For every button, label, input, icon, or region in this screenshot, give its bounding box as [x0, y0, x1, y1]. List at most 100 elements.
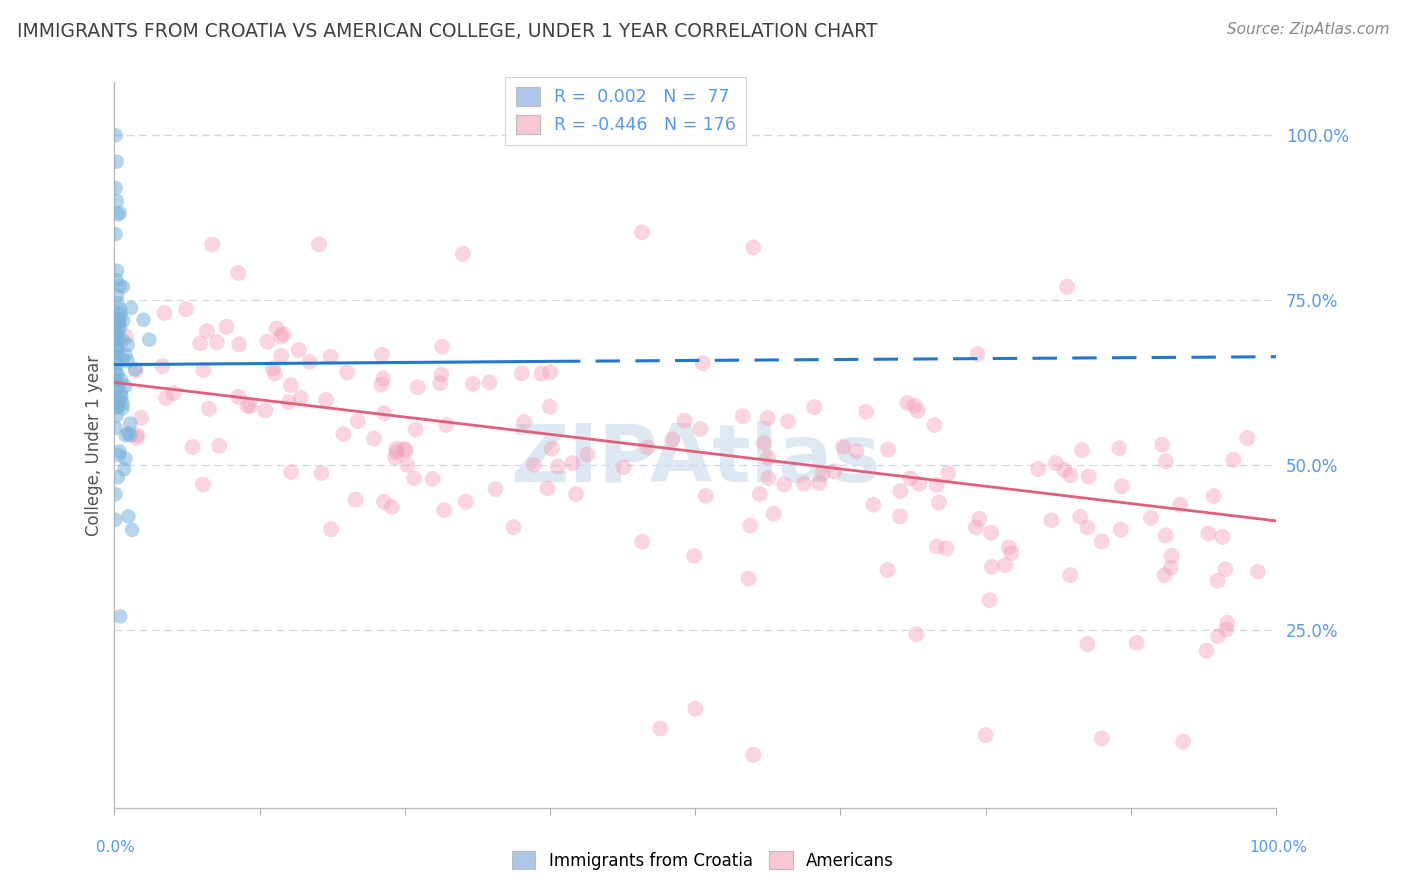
- Legend: Immigrants from Croatia, Americans: Immigrants from Croatia, Americans: [505, 845, 901, 877]
- Point: [1160, 549, 1182, 563]
- Point: [740, 518, 762, 533]
- Point: [1160, 560, 1182, 574]
- Point: [153, 306, 176, 320]
- Point: [406, 380, 429, 394]
- Point: [1202, 489, 1225, 503]
- Point: [114, 451, 136, 466]
- Point: [683, 702, 706, 716]
- Point: [429, 376, 451, 391]
- Point: [845, 444, 868, 458]
- Point: [105, 154, 128, 169]
- Point: [104, 365, 127, 379]
- Point: [692, 356, 714, 370]
- Point: [120, 428, 142, 442]
- Point: [430, 368, 453, 382]
- Point: [855, 405, 877, 419]
- Point: [650, 722, 672, 736]
- Point: [254, 403, 277, 417]
- Point: [117, 354, 139, 368]
- Point: [346, 414, 368, 428]
- Point: [181, 440, 204, 454]
- Point: [107, 322, 129, 336]
- Legend: R =  0.002   N =  77, R = -0.446   N = 176: R = 0.002 N = 77, R = -0.446 N = 176: [505, 77, 747, 145]
- Point: [105, 372, 128, 386]
- Point: [742, 747, 765, 762]
- Point: [193, 363, 215, 377]
- Point: [105, 409, 128, 423]
- Point: [107, 470, 129, 484]
- Point: [110, 373, 132, 387]
- Point: [336, 366, 359, 380]
- Point: [1091, 534, 1114, 549]
- Point: [695, 489, 717, 503]
- Point: [402, 471, 425, 485]
- Point: [793, 476, 815, 491]
- Point: [104, 324, 127, 338]
- Point: [889, 484, 911, 499]
- Point: [1000, 546, 1022, 560]
- Point: [394, 443, 416, 458]
- Point: [661, 432, 683, 446]
- Point: [228, 390, 250, 404]
- Point: [974, 728, 997, 742]
- Point: [104, 513, 127, 527]
- Point: [1026, 462, 1049, 476]
- Point: [966, 347, 988, 361]
- Point: [1154, 528, 1177, 542]
- Point: [811, 467, 834, 481]
- Point: [1125, 636, 1147, 650]
- Point: [108, 444, 131, 458]
- Point: [105, 357, 128, 371]
- Point: [928, 495, 950, 509]
- Point: [162, 386, 184, 401]
- Point: [1222, 453, 1244, 467]
- Point: [373, 371, 395, 385]
- Point: [105, 401, 128, 415]
- Point: [803, 400, 825, 414]
- Point: [226, 266, 249, 280]
- Point: [373, 406, 395, 420]
- Point: [1173, 734, 1195, 748]
- Point: [1211, 530, 1233, 544]
- Point: [117, 337, 139, 351]
- Point: [762, 507, 785, 521]
- Point: [478, 376, 501, 390]
- Point: [451, 247, 474, 261]
- Point: [280, 378, 302, 392]
- Point: [107, 306, 129, 320]
- Point: [1108, 441, 1130, 455]
- Point: [108, 302, 131, 317]
- Point: [104, 128, 127, 143]
- Point: [288, 343, 311, 357]
- Point: [756, 450, 779, 465]
- Point: [576, 448, 599, 462]
- Point: [373, 495, 395, 509]
- Point: [105, 289, 128, 303]
- Point: [107, 344, 129, 359]
- Point: [114, 428, 136, 442]
- Y-axis label: College, Under 1 year: College, Under 1 year: [86, 354, 103, 535]
- Point: [889, 509, 911, 524]
- Point: [1140, 511, 1163, 525]
- Point: [385, 442, 408, 456]
- Point: [270, 330, 292, 344]
- Point: [565, 487, 588, 501]
- Point: [108, 206, 131, 220]
- Point: [104, 340, 127, 354]
- Point: [311, 467, 333, 481]
- Point: [111, 396, 134, 410]
- Point: [1091, 731, 1114, 746]
- Point: [270, 349, 292, 363]
- Point: [125, 364, 148, 378]
- Point: [1195, 644, 1218, 658]
- Point: [823, 464, 845, 478]
- Point: [110, 308, 132, 322]
- Point: [756, 411, 779, 425]
- Point: [896, 396, 918, 410]
- Point: [208, 439, 231, 453]
- Text: IMMIGRANTS FROM CROATIA VS AMERICAN COLLEGE, UNDER 1 YEAR CORRELATION CHART: IMMIGRANTS FROM CROATIA VS AMERICAN COLL…: [17, 22, 877, 41]
- Point: [308, 237, 330, 252]
- Point: [112, 462, 135, 476]
- Point: [1206, 629, 1229, 643]
- Point: [138, 333, 160, 347]
